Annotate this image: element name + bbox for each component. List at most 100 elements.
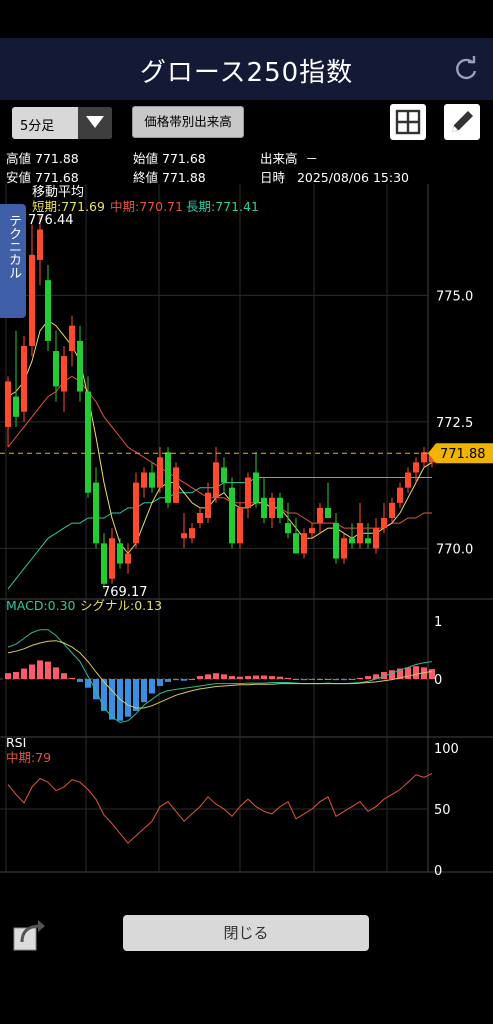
candle-body xyxy=(37,229,43,260)
layout-grid-button[interactable] xyxy=(390,104,426,140)
status-bar xyxy=(0,0,493,38)
candle-body xyxy=(45,280,51,341)
candle-body xyxy=(365,538,371,544)
candle-body xyxy=(133,482,139,544)
candle-body xyxy=(413,462,419,473)
candle-body xyxy=(77,340,83,392)
info-datetime: 日時 2025/08/06 15:30 xyxy=(260,167,409,186)
rsi-legend-title: RSI xyxy=(6,735,26,750)
macd-histogram-bar xyxy=(149,679,155,694)
macd-histogram-bar xyxy=(333,679,339,681)
macd-histogram-bar xyxy=(413,666,419,679)
macd-histogram-bar xyxy=(221,674,227,679)
macd-histogram-bar xyxy=(301,679,307,681)
interval-label: 5分足 xyxy=(20,119,55,134)
candle-body xyxy=(421,452,427,463)
info-low-value: 771.68 xyxy=(35,170,79,185)
candle-body xyxy=(229,487,235,544)
candle-body xyxy=(173,467,179,503)
macd-histogram-bar xyxy=(93,679,99,700)
candle-body xyxy=(309,528,315,534)
info-open: 始値 771.68 xyxy=(133,148,206,167)
candle-body xyxy=(109,538,115,579)
macd-histogram-bar xyxy=(229,676,235,679)
ma-legend-long: 長期:771.41 xyxy=(186,199,259,214)
macd-histogram-bar xyxy=(133,679,139,711)
chevron-down-icon[interactable] xyxy=(78,107,112,139)
candle-body xyxy=(69,325,75,352)
macd-histogram-bar xyxy=(77,679,83,682)
info-close: 終値 771.88 xyxy=(133,167,206,186)
macd-histogram-bar xyxy=(261,675,267,679)
volume-by-price-button[interactable]: 価格帯別出来高 xyxy=(132,106,244,138)
macd-legend-signal: シグナル:0.13 xyxy=(80,598,162,613)
candle-body xyxy=(117,543,123,564)
rsi-tick-label: 0 xyxy=(434,864,442,876)
candle-body xyxy=(237,507,243,544)
info-high: 高値 771.88 xyxy=(6,148,79,167)
macd-histogram-bar xyxy=(53,667,59,679)
macd-histogram-bar xyxy=(397,668,403,679)
macd-histogram-bar xyxy=(237,676,243,679)
macd-histogram-bar xyxy=(373,674,379,679)
macd-histogram-bar xyxy=(309,679,315,680)
info-datetime-label: 日時 xyxy=(260,170,286,185)
candle-body xyxy=(189,528,195,539)
back-icon[interactable] xyxy=(12,918,46,952)
macd-histogram-bar xyxy=(245,676,251,679)
rsi-tick-label: 100 xyxy=(434,742,459,757)
candle-body xyxy=(101,543,107,584)
candle-body xyxy=(405,472,411,488)
macd-histogram-bar xyxy=(157,679,163,686)
interval-select[interactable]: 5分足 xyxy=(12,107,112,139)
candle-body xyxy=(141,472,147,488)
macd-histogram-bar xyxy=(37,660,43,679)
rsi-line xyxy=(7,773,433,844)
candle-body xyxy=(221,467,227,483)
candle-body xyxy=(293,533,299,554)
candle-body xyxy=(301,533,307,554)
close-button[interactable]: 閉じる xyxy=(123,915,369,951)
rsi-tick-label: 50 xyxy=(434,803,451,818)
macd-histogram-bar xyxy=(205,674,211,679)
candle-body xyxy=(373,528,379,549)
info-low: 安値 771.68 xyxy=(6,167,79,186)
macd-histogram-bar xyxy=(429,669,435,679)
macd-histogram-bar xyxy=(325,679,331,680)
draw-button[interactable] xyxy=(444,104,480,140)
macd-histogram-bar xyxy=(29,664,35,679)
candle-body xyxy=(389,502,395,519)
candle-body xyxy=(29,254,35,346)
price-chart[interactable]: 09:0010:0011:0013:0014:0015:00775.0772.5… xyxy=(0,184,493,876)
info-open-label: 始値 xyxy=(133,151,159,166)
macd-histogram-bar xyxy=(141,679,147,703)
info-open-value: 771.68 xyxy=(162,151,206,166)
macd-histogram-bar xyxy=(213,673,219,679)
max-price-label: 776.44 xyxy=(28,213,74,228)
min-price-label: 769.17 xyxy=(102,585,148,600)
info-low-label: 安値 xyxy=(6,170,32,185)
macd-histogram-bar xyxy=(173,679,179,681)
macd-tick-label: 0 xyxy=(434,673,442,688)
macd-tick-label: 1 xyxy=(434,615,442,630)
macd-histogram-bar xyxy=(341,679,347,681)
info-volume-label: 出来高 xyxy=(260,151,298,166)
macd-histogram-bar xyxy=(349,679,355,680)
refresh-icon[interactable] xyxy=(453,56,479,82)
macd-histogram-bar xyxy=(21,668,27,679)
technical-tab[interactable]: テクニカル xyxy=(0,204,26,318)
macd-histogram-bar xyxy=(61,673,67,679)
candle-body xyxy=(325,507,331,519)
ma-legend-title: 移動平均 xyxy=(32,185,84,200)
candle-body xyxy=(213,462,219,498)
candle-body xyxy=(253,472,259,503)
info-close-label: 終値 xyxy=(133,170,159,185)
macd-histogram-bar xyxy=(269,676,275,679)
candle-body xyxy=(13,396,19,417)
candle-body xyxy=(125,553,131,564)
ma-legend-short: 短期:771.69 xyxy=(32,199,105,214)
candle-body xyxy=(205,492,211,519)
macd-histogram-bar xyxy=(13,672,19,679)
candle-body xyxy=(245,477,251,508)
ma-long-line xyxy=(7,477,432,590)
